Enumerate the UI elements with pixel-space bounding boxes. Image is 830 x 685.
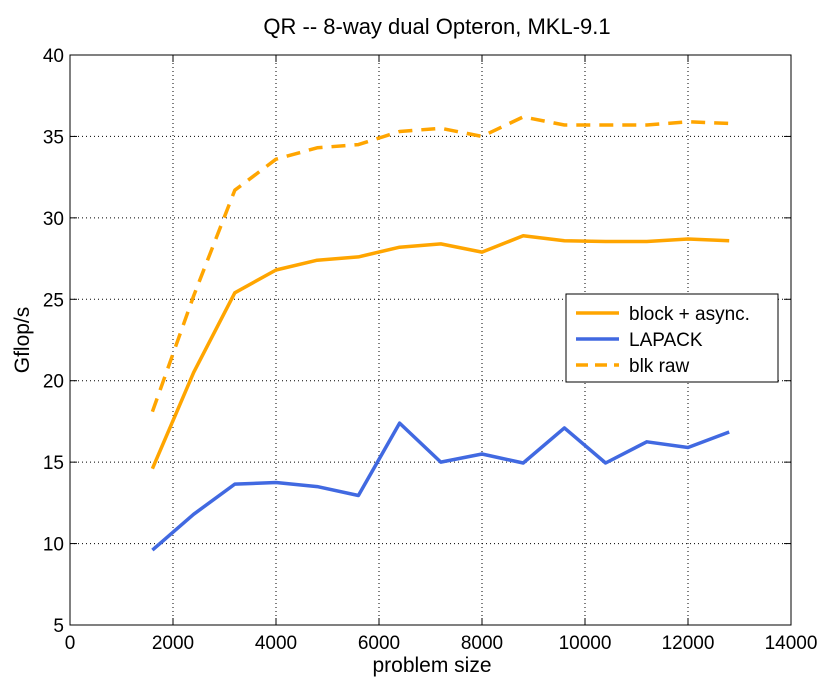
x-axis-label: problem size <box>372 654 491 677</box>
series-line-lapack <box>151 421 730 552</box>
x-tick-label: 6000 <box>358 633 400 654</box>
legend-label: block + async. <box>629 304 750 325</box>
y-tick-label: 40 <box>43 46 64 67</box>
series-group <box>150 115 730 552</box>
plot-frame <box>69 54 792 626</box>
x-tick-label: 10000 <box>559 633 612 654</box>
chart-title: QR -- 8-way dual Opteron, MKL-9.1 <box>263 14 610 39</box>
x-tick-label: 4000 <box>255 633 297 654</box>
series-line-block-async <box>150 234 730 470</box>
y-axis-label: Gflop/s <box>11 307 34 374</box>
y-tick-label: 35 <box>43 127 64 148</box>
axis-ticks: 0 2000 4000 6000 8000 10000 12000 14000 5 10 15 20 2… <box>43 46 818 654</box>
legend-label: blk raw <box>629 356 689 377</box>
x-tick-label: 2000 <box>152 633 194 654</box>
x-tick-label: 8000 <box>461 633 503 654</box>
legend-label: LAPACK <box>629 330 703 351</box>
x-tick-label: 0 <box>65 633 76 654</box>
y-tick-label: 10 <box>43 535 64 556</box>
y-tick-label: 5 <box>53 616 64 637</box>
x-tick-label: 14000 <box>765 633 818 654</box>
y-tick-label: 20 <box>43 372 64 393</box>
y-tick-label: 30 <box>43 209 64 230</box>
series-line-blk-raw <box>150 115 730 413</box>
y-tick-label: 15 <box>43 453 64 474</box>
y-tick-label: 25 <box>43 290 64 311</box>
legend: block + async. LAPACK blk raw <box>565 293 779 383</box>
x-tick-label: 12000 <box>662 633 715 654</box>
